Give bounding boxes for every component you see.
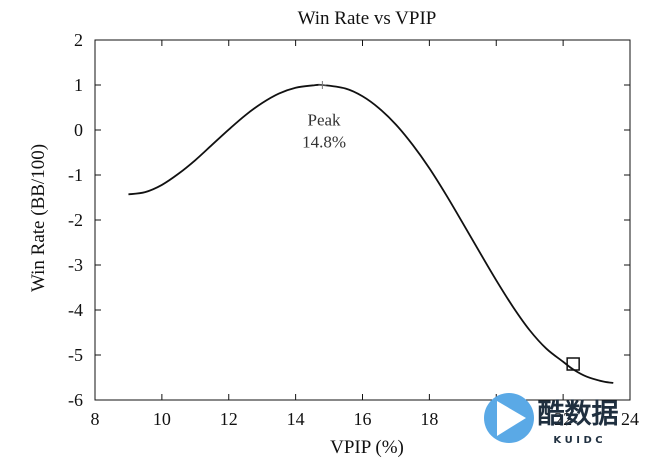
chart-title: Win Rate vs VPIP xyxy=(298,8,437,29)
peak-marker xyxy=(318,81,327,89)
y-tick-label: -2 xyxy=(68,210,83,230)
y-axis-label: Win Rate (BB/100) xyxy=(28,144,49,292)
watermark-subtext: K U I D C xyxy=(553,435,602,446)
series-layer xyxy=(128,83,614,384)
watermark-play-icon xyxy=(497,401,526,436)
watermark-text: 酷数据 xyxy=(538,399,619,430)
watermark-logo: 酷数据 K U I D C xyxy=(484,393,619,446)
y-tick-label: 2 xyxy=(74,30,83,50)
y-tick-label: 1 xyxy=(74,75,83,95)
plot-frame xyxy=(94,39,631,401)
peak-annotation-line: Peak xyxy=(308,111,342,130)
x-tick-label: 10 xyxy=(153,409,171,429)
marker-layer xyxy=(318,81,580,371)
x-tick-label: 14 xyxy=(287,409,305,429)
peak-annotation-line: 14.8% xyxy=(302,133,346,152)
x-tick-label: 24 xyxy=(621,409,639,429)
y-tick-label: -4 xyxy=(68,300,83,320)
y-tick-label: -6 xyxy=(68,390,83,410)
y-tick-label: 0 xyxy=(74,120,83,140)
x-tick-label: 18 xyxy=(420,409,438,429)
y-tick-label: -1 xyxy=(68,165,83,185)
annotation-layer: Peak 14.8% xyxy=(302,111,346,152)
axes-layer xyxy=(94,39,631,401)
series-line xyxy=(128,83,614,384)
x-tick-label: 12 xyxy=(220,409,238,429)
x-tick-label: 16 xyxy=(354,409,372,429)
square-marker xyxy=(566,357,580,371)
x-tick-label: 8 xyxy=(91,409,100,429)
x-axis-label: VPIP (%) xyxy=(330,437,404,458)
x-tick-label: 22 xyxy=(554,409,572,429)
y-tick-label: -5 xyxy=(68,345,83,365)
y-tick-label: -3 xyxy=(68,255,83,275)
ticks-layer: 81012141618202224210-1-2-3-4-5-6 xyxy=(68,30,639,429)
